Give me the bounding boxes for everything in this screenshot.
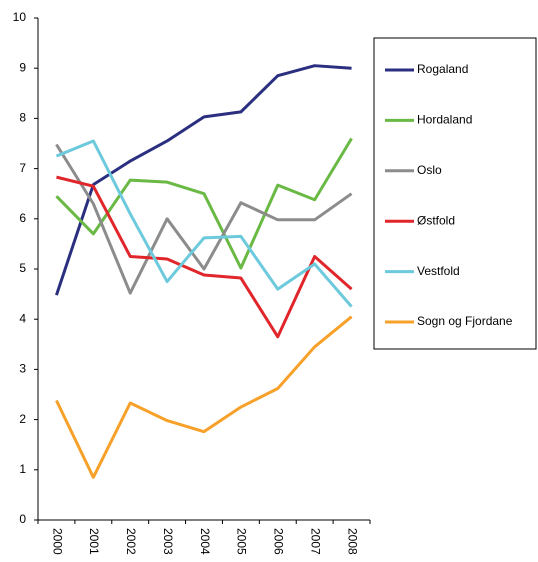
x-tick-label: 2004	[198, 528, 212, 555]
x-tick-label: 2008	[345, 528, 359, 555]
y-tick-label: 3	[19, 362, 26, 376]
series-line	[55, 137, 353, 270]
legend-label: Østfold	[417, 213, 455, 227]
x-tick-label: 2002	[124, 528, 138, 555]
x-tick-label: 2001	[87, 528, 101, 555]
y-tick-label: 7	[19, 161, 26, 175]
legend-label: Oslo	[417, 163, 442, 177]
series-line	[55, 315, 353, 479]
x-tick-label: 2003	[161, 528, 175, 555]
y-tick-label: 1	[19, 462, 26, 476]
y-tick-label: 4	[19, 311, 26, 325]
x-tick-label: 2000	[50, 528, 64, 555]
y-tick-label: 9	[19, 60, 26, 74]
legend-label: Sogn og Fjordane	[417, 314, 513, 328]
series-line	[55, 139, 353, 308]
legend-box	[373, 37, 537, 350]
y-tick-label: 10	[13, 10, 27, 24]
y-tick-label: 2	[19, 412, 26, 426]
legend-label: Vestfold	[417, 264, 460, 278]
y-tick-label: 8	[19, 111, 26, 125]
series-line	[56, 175, 353, 339]
legend-label: Hordaland	[417, 113, 472, 127]
x-tick-label: 2006	[272, 528, 286, 555]
legend-label: Rogaland	[417, 62, 468, 76]
series-line	[55, 143, 353, 295]
y-tick-label: 0	[19, 512, 26, 526]
series-line	[55, 64, 352, 296]
x-tick-label: 2007	[308, 528, 322, 555]
y-tick-label: 5	[19, 261, 26, 275]
y-tick-label: 6	[19, 211, 26, 225]
x-tick-label: 2005	[235, 528, 249, 555]
